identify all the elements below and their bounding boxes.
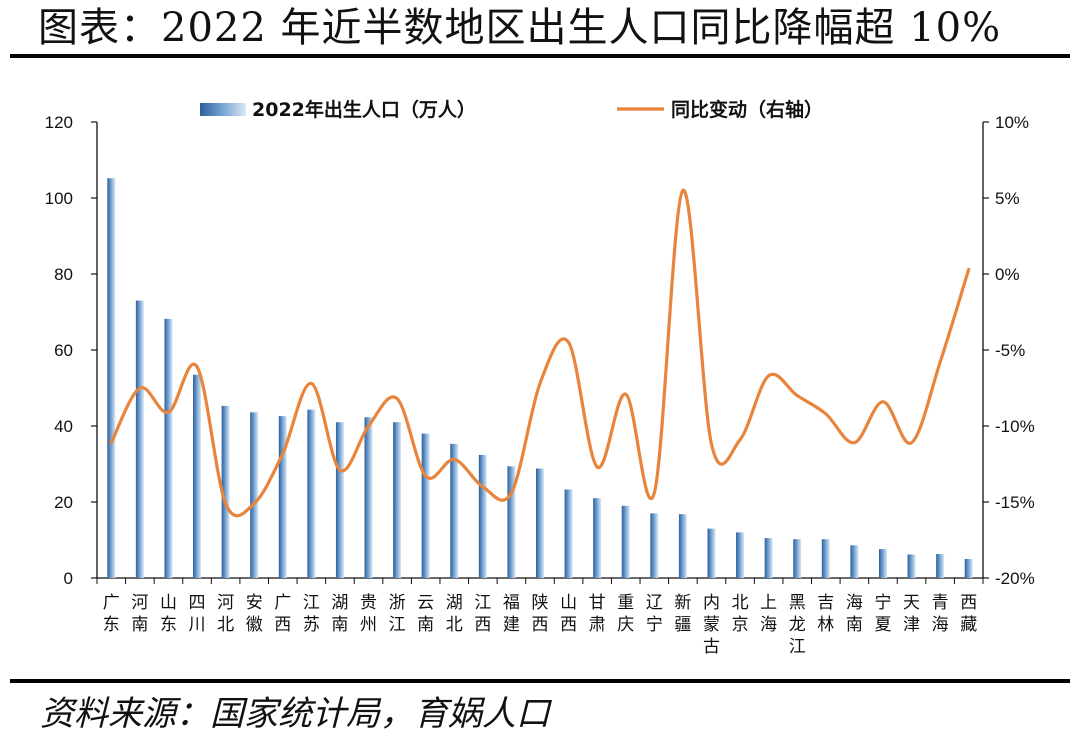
category-label: 河北: [217, 593, 234, 635]
bar: [193, 374, 202, 578]
category-label: 宁夏: [874, 593, 891, 635]
bar: [564, 489, 573, 578]
left-tick-label: 60: [54, 341, 73, 360]
tick-labels: 0 20 40 60 80 100 120 -20% -15% -10% -5% 0% 5% 10%: [45, 113, 1035, 588]
right-tick-label: -5%: [995, 341, 1025, 360]
category-label: 新疆: [674, 593, 691, 635]
bar: [335, 422, 344, 578]
top-rule: [10, 54, 1070, 58]
bar: [164, 318, 173, 578]
line-series: [109, 188, 971, 518]
category-label: 西藏: [960, 593, 977, 635]
category-label: 重庆: [617, 593, 634, 635]
bar: [936, 554, 945, 578]
category-label: 陕西: [532, 593, 549, 635]
bar: [964, 559, 973, 578]
chart-title: 图表：2022 年近半数地区出生人口同比降幅超 10%: [38, 5, 1002, 51]
bar: [393, 422, 402, 578]
left-tick-label: 100: [45, 189, 73, 208]
bar-series: [107, 178, 973, 579]
bar: [250, 412, 259, 578]
bar: [307, 409, 316, 578]
category-label: 山西: [560, 593, 577, 635]
category-label: 青海: [932, 593, 949, 635]
bar: [107, 178, 116, 579]
bar: [764, 538, 773, 578]
left-tick-label: 120: [45, 113, 73, 132]
category-label: 湖南: [331, 593, 348, 635]
bar: [478, 454, 487, 578]
category-label: 辽宁: [646, 593, 663, 635]
legend: 2022年出生人口（万人） 同比变动（右轴）: [200, 98, 823, 121]
legend-bar-swatch: [200, 103, 246, 116]
source-note: 资料来源：国家统计局，育娲人口: [40, 694, 550, 734]
bar: [593, 498, 602, 578]
bar: [450, 443, 459, 578]
left-tick-label: 0: [64, 569, 73, 588]
left-tick-label: 80: [54, 265, 73, 284]
legend-line-label: 同比变动（右轴）: [671, 98, 823, 121]
bar: [278, 416, 287, 578]
bar: [421, 433, 430, 578]
right-tick-label: -20%: [995, 569, 1035, 588]
bar: [878, 549, 887, 578]
category-label: 广东: [103, 593, 120, 635]
category-label: 海南: [846, 593, 863, 635]
bar: [793, 539, 802, 578]
category-label: 广西: [274, 593, 291, 635]
category-label: 北京: [732, 593, 749, 635]
category-label: 内蒙古: [703, 593, 720, 657]
right-tick-label: 5%: [995, 189, 1020, 208]
category-label: 湖北: [446, 593, 463, 635]
category-label: 贵州: [360, 593, 377, 635]
category-label: 黑龙江: [789, 593, 806, 657]
category-label: 河南: [131, 593, 148, 635]
category-label: 甘肃: [589, 593, 606, 635]
bar: [364, 417, 373, 578]
bar: [535, 468, 545, 578]
category-label: 浙江: [389, 593, 406, 635]
bar: [678, 514, 687, 578]
bar: [821, 539, 830, 578]
bar: [621, 505, 630, 578]
bar: [650, 513, 659, 578]
right-tick-label: 10%: [995, 113, 1029, 132]
bar: [507, 466, 516, 578]
legend-bar-label: 2022年出生人口（万人）: [252, 98, 476, 121]
right-tick-label: -10%: [995, 417, 1035, 436]
category-label: 山东: [160, 593, 177, 635]
bar: [221, 405, 230, 578]
category-label: 安徽: [246, 593, 263, 635]
right-tick-label: 0%: [995, 265, 1020, 284]
bar: [907, 554, 916, 578]
category-label: 江西: [474, 593, 491, 635]
category-label: 吉林: [817, 593, 834, 635]
category-label: 四川: [189, 593, 206, 635]
bottom-rule: [10, 679, 1070, 683]
bar: [707, 528, 716, 578]
left-tick-label: 20: [54, 493, 73, 512]
category-label: 上海: [760, 593, 777, 635]
left-tick-label: 40: [54, 417, 73, 436]
right-tick-label: -15%: [995, 493, 1035, 512]
yoy-change-line: [109, 188, 971, 518]
bar: [135, 300, 144, 578]
category-label: 云南: [417, 593, 434, 635]
bar: [850, 545, 859, 578]
bar: [736, 532, 745, 578]
category-label: 江苏: [303, 593, 320, 635]
category-label: 天津: [903, 593, 920, 635]
category-labels: 广东河南山东四川河北安徽广西江苏湖南贵州浙江云南湖北江西福建陕西山西甘肃重庆辽宁…: [103, 593, 977, 657]
category-label: 福建: [503, 593, 520, 635]
